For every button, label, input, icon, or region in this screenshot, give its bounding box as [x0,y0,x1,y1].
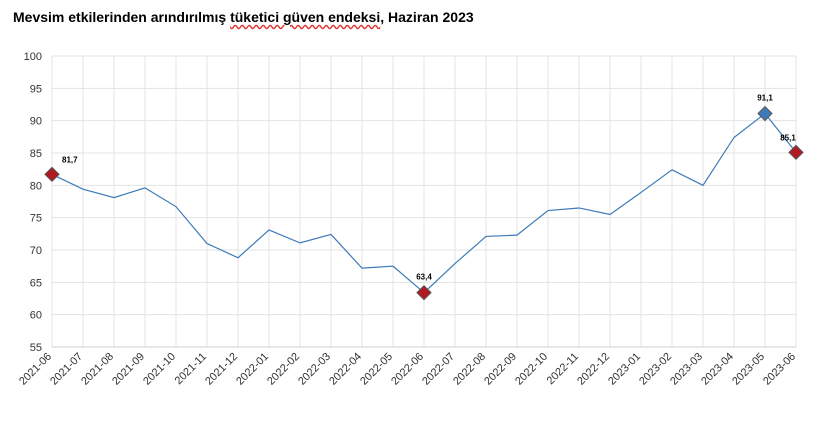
axis-layer: 5560657075808590951002021-062021-072021-… [17,51,798,388]
x-tick-label: 2021-07 [48,351,85,388]
data-label: 91,1 [757,94,773,103]
y-tick-label: 55 [30,342,42,354]
x-tick-label: 2023-03 [668,351,705,388]
x-tick-label: 2022-03 [296,351,333,388]
chart-title-part3: , Haziran 2023 [380,9,474,25]
x-tick-label: 2021-10 [141,351,178,388]
x-tick-label: 2022-02 [265,351,302,388]
x-tick-label: 2021-12 [203,351,240,388]
y-tick-label: 75 [30,213,42,225]
x-tick-label: 2022-01 [234,351,271,388]
y-tick-label: 100 [24,51,42,63]
x-tick-label: 2023-04 [699,351,736,388]
x-tick-label: 2021-09 [110,351,147,388]
x-tick-label: 2021-11 [173,351,209,387]
data-label: 85,1 [780,133,796,142]
chart-title-part2: tüketici güven endeksi [230,9,381,25]
x-tick-label: 2022-06 [389,351,426,388]
chart-title-part1: Mevsim etkilerinden arındırılmış [13,9,231,25]
grid-layer [51,55,797,348]
y-tick-label: 65 [30,277,42,289]
x-tick-label: 2022-08 [451,351,488,388]
x-tick-label: 2022-11 [545,351,581,387]
x-tick-label: 2021-08 [79,351,116,388]
x-tick-label: 2022-07 [420,351,457,388]
data-point-marker [416,284,432,301]
y-tick-label: 85 [30,148,42,160]
x-tick-label: 2023-06 [761,351,798,388]
y-tick-label: 80 [30,180,42,192]
data-point-marker [788,144,804,161]
x-tick-label: 2022-10 [513,351,550,388]
data-point-marker [44,166,60,183]
data-label: 63,4 [416,273,432,282]
data-label: 81,7 [62,155,78,164]
x-tick-label: 2023-05 [730,351,767,388]
y-tick-label: 95 [30,83,42,95]
x-tick-label: 2022-05 [358,351,395,388]
x-tick-label: 2021-06 [17,351,54,388]
y-tick-label: 70 [30,245,42,257]
x-tick-label: 2022-12 [575,351,612,388]
x-tick-label: 2023-01 [606,351,643,388]
y-tick-label: 60 [30,310,42,322]
x-tick-label: 2022-09 [482,351,519,388]
marker-layer: 81,7 63,4 91,1 85,1 [44,94,804,301]
y-tick-label: 90 [30,116,42,128]
chart-title: Mevsim etkilerinden arındırılmış tüketic… [13,9,474,25]
x-tick-label: 2023-02 [637,351,674,388]
data-point-marker [757,105,773,122]
x-tick-label: 2022-04 [327,351,364,388]
